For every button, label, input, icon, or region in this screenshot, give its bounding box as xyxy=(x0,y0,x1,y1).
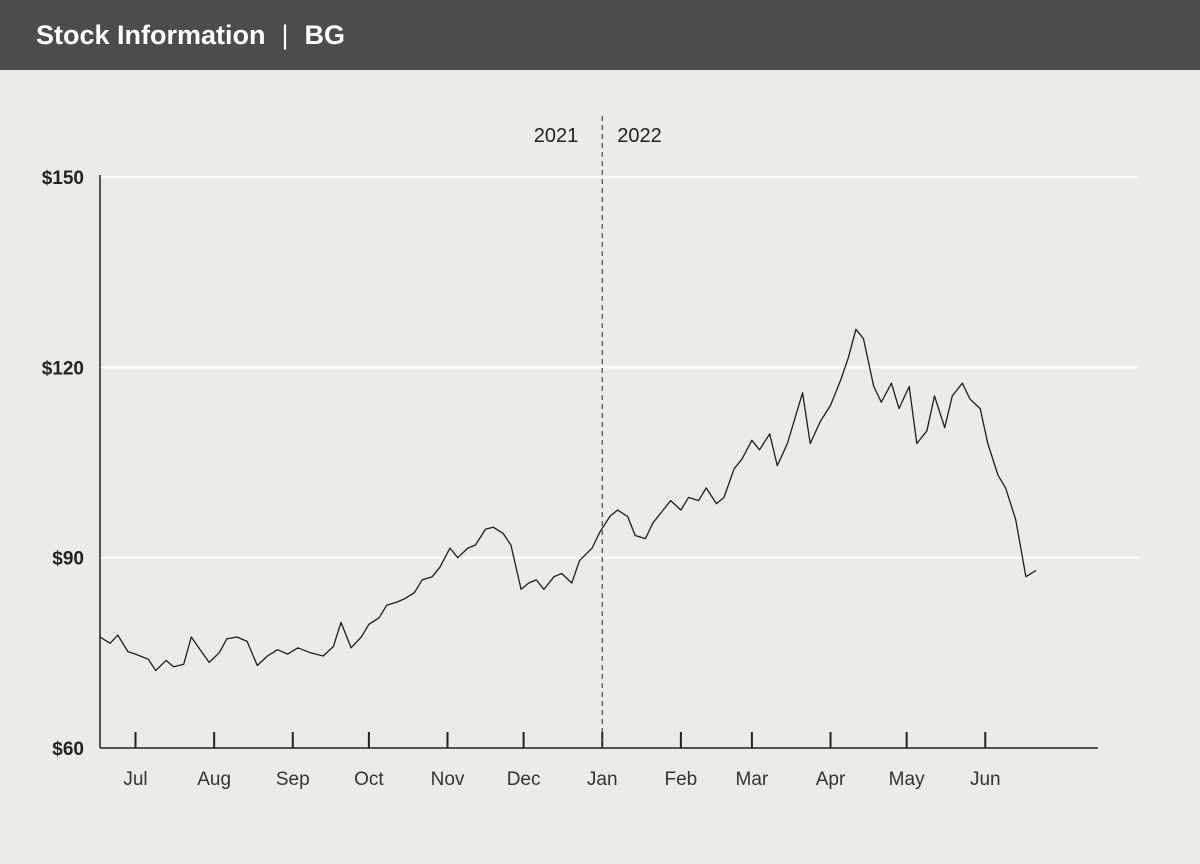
gridlines xyxy=(100,176,1138,559)
price-series-line xyxy=(99,328,1037,672)
x-tick-label: Dec xyxy=(507,769,541,790)
x-tick-label: Feb xyxy=(665,769,698,790)
x-tick-label: Oct xyxy=(354,769,384,790)
x-tick-label: Nov xyxy=(431,769,465,790)
x-tick-label: May xyxy=(889,769,925,790)
year-label-left: 2021 xyxy=(534,125,579,147)
page-header: Stock Information | BG xyxy=(0,0,1200,70)
x-tick-marks: Jul Aug Sep Oct Nov Dec Jan Feb Mar Apr May Jun xyxy=(123,732,1001,790)
x-tick-label: Jan xyxy=(587,769,618,790)
x-tick-label: Mar xyxy=(736,769,769,790)
title-separator: | xyxy=(281,19,289,50)
x-tick-label: Sep xyxy=(276,769,310,790)
x-tick-label: Jul xyxy=(123,769,147,790)
x-tick-label: Apr xyxy=(816,769,846,790)
y-tick-labels: $60 $90 $120 $150 xyxy=(42,168,84,760)
year-label-right: 2022 xyxy=(617,125,662,147)
x-tick-label: Jun xyxy=(970,769,1001,790)
ticker-symbol: BG xyxy=(304,19,346,50)
y-tick-label: $120 xyxy=(42,358,84,379)
y-tick-label: $150 xyxy=(42,168,84,189)
page-title: Stock Information xyxy=(36,19,266,50)
year-divider: 2021 2022 xyxy=(534,116,662,748)
y-tick-label: $60 xyxy=(52,739,84,760)
x-tick-label: Aug xyxy=(197,769,231,790)
y-tick-label: $90 xyxy=(52,549,84,570)
